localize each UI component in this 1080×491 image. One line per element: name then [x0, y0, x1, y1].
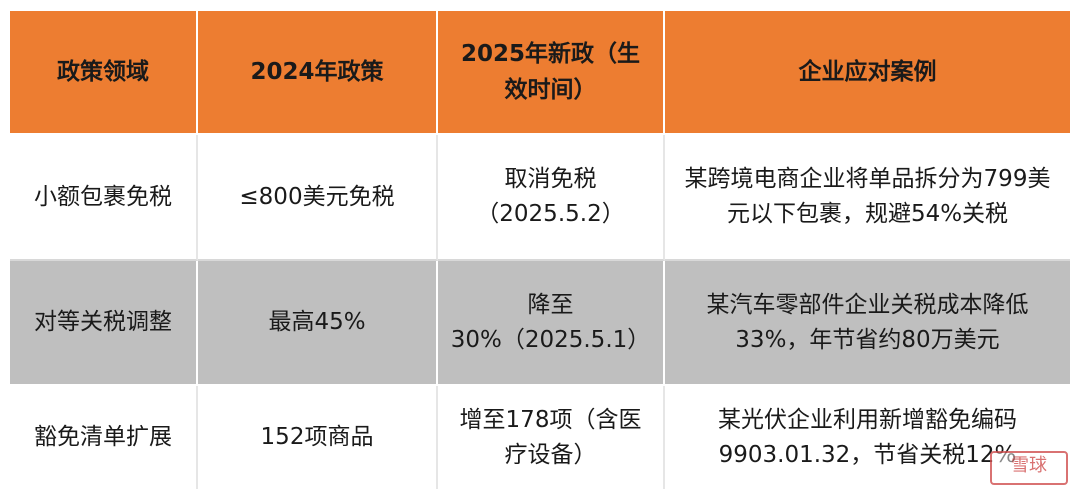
watermark-logo: 雪球	[990, 451, 1068, 485]
header-2025-policy: 2025年新政（生效时间）	[438, 11, 665, 135]
row3-2025-policy: 增至178项（含医疗设备）	[438, 386, 665, 489]
header-policy-area: 政策领域	[10, 11, 198, 135]
row3-2024-policy: 152项商品	[198, 386, 438, 489]
row2-enterprise-case: 某汽车零部件企业关税成本降低33%，年节省约80万美元	[665, 261, 1070, 386]
row2-2024-policy: 最高45%	[198, 261, 438, 386]
header-enterprise-case: 企业应对案例	[665, 11, 1070, 135]
row3-policy-area: 豁免清单扩展	[10, 386, 198, 489]
row1-2025-policy: 取消免税（2025.5.2）	[438, 135, 665, 261]
row3-enterprise-case: 某光伏企业利用新增豁免编码9903.01.32，节省关税12%	[665, 386, 1070, 489]
row1-policy-area: 小额包裹免税	[10, 135, 198, 261]
row1-enterprise-case: 某跨境电商企业将单品拆分为799美元以下包裹，规避54%关税	[665, 135, 1070, 261]
row2-policy-area: 对等关税调整	[10, 261, 198, 386]
header-2024-policy: 2024年政策	[198, 11, 438, 135]
policy-table: 政策领域 2024年政策 2025年新政（生效时间） 企业应对案例 小额包裹免税…	[10, 11, 1070, 489]
row1-2024-policy: ≤800美元免税	[198, 135, 438, 261]
row2-2025-policy: 降至30%（2025.5.1）	[438, 261, 665, 386]
